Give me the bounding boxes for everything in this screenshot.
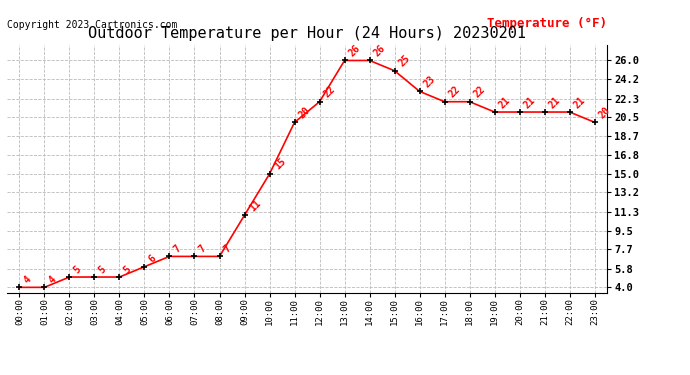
Text: 15: 15 [272,156,288,172]
Text: 5: 5 [72,264,83,275]
Title: Outdoor Temperature per Hour (24 Hours) 20230201: Outdoor Temperature per Hour (24 Hours) … [88,26,526,41]
Text: 7: 7 [172,243,184,254]
Text: 6: 6 [147,254,158,265]
Text: 26: 26 [347,43,362,58]
Text: 11: 11 [247,198,262,213]
Text: 25: 25 [397,53,413,69]
Text: 26: 26 [372,43,388,58]
Text: 22: 22 [322,84,337,100]
Text: 21: 21 [497,94,513,110]
Text: 21: 21 [547,94,562,110]
Text: 21: 21 [522,94,538,110]
Text: Copyright 2023 Cartronics.com: Copyright 2023 Cartronics.com [7,20,177,30]
Text: 23: 23 [422,74,437,89]
Text: 20: 20 [598,105,613,120]
Text: 5: 5 [122,264,133,275]
Text: 20: 20 [297,105,313,120]
Text: 22: 22 [472,84,488,100]
Text: 5: 5 [97,264,108,275]
Text: 21: 21 [572,94,588,110]
Text: 7: 7 [222,243,233,254]
Text: 22: 22 [447,84,462,100]
Text: 4: 4 [47,274,58,285]
Text: 7: 7 [197,243,208,254]
Text: 4: 4 [22,274,33,285]
Text: Temperature (°F): Temperature (°F) [487,17,607,30]
